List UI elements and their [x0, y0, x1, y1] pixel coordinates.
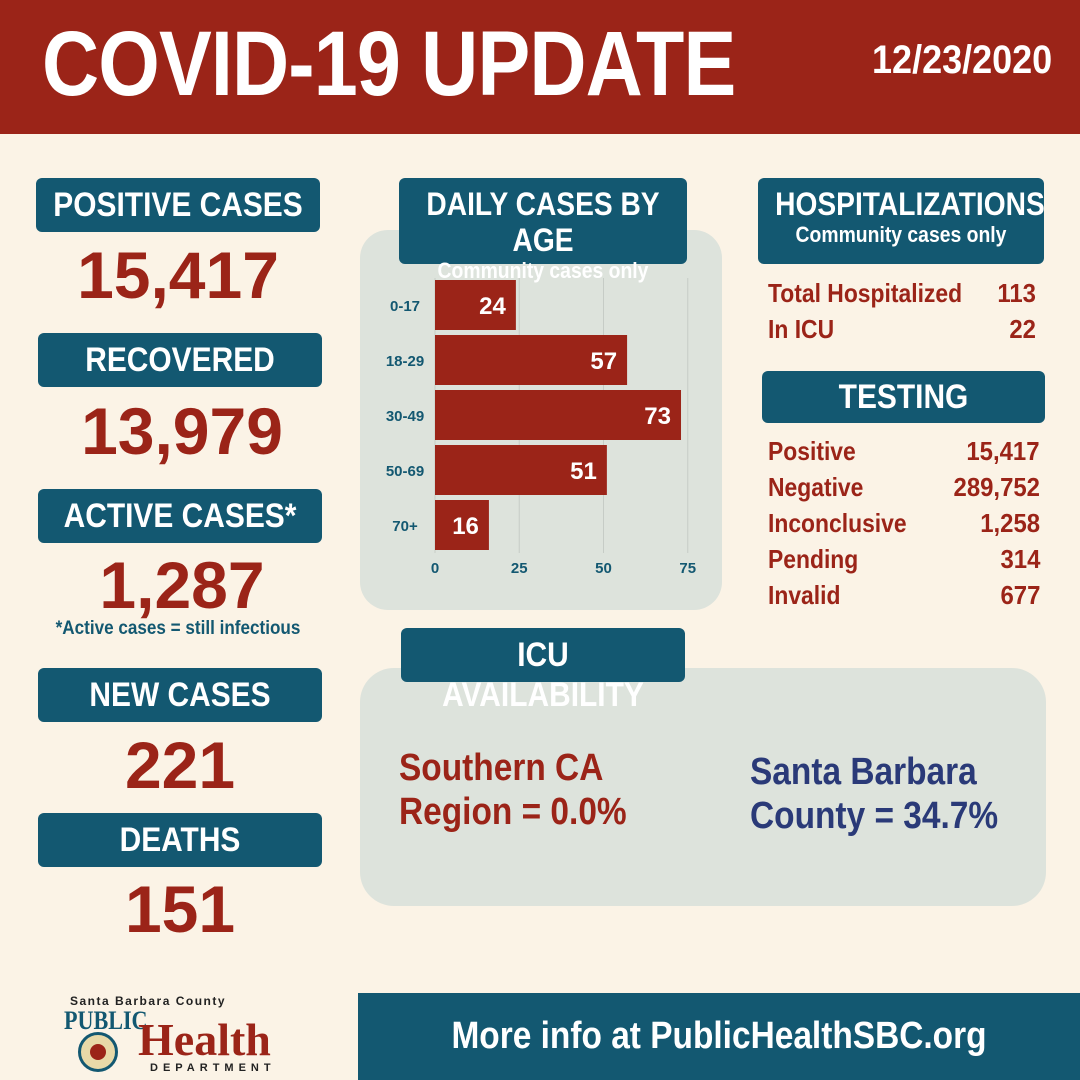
public-health-logo: Santa Barbara County PUBLIC Health DEPAR… — [64, 994, 276, 1074]
testing-pending-row: Pending 314 — [768, 544, 1040, 574]
category-label: 0-17 — [390, 298, 420, 315]
active-cases-label: ACTIVE CASES* — [38, 489, 322, 543]
hospitalizations-list: Total Hospitalized 113 In ICU 22 — [768, 275, 1036, 347]
hospitalizations-label: HOSPITALIZATIONS Community cases only — [758, 178, 1045, 264]
hospitalized-total-row: Total Hospitalized 113 — [768, 278, 1036, 308]
category-label: 30-49 — [386, 408, 424, 425]
testing-inconclusive-row: Inconclusive 1,258 — [768, 508, 1040, 538]
daily-cases-label: DAILY CASES BY AGE Community cases only — [399, 178, 687, 283]
active-cases-footnote: *Active cases = still infectious — [55, 618, 301, 639]
icu-availability-label: ICU AVAILABILITY — [401, 628, 685, 714]
page-title: COVID-19 UPDATE — [42, 13, 736, 115]
x-tick-label: 0 — [431, 560, 439, 577]
deaths-label: DEATHS — [38, 813, 322, 867]
testing-list: Positive 15,417 Negative 289,752 Inconcl… — [768, 433, 1040, 613]
testing-negative-row: Negative 289,752 — [768, 472, 1040, 502]
x-tick-label: 25 — [511, 560, 528, 577]
testing-label: TESTING — [762, 371, 1045, 423]
bar-value-label: 24 — [479, 293, 506, 320]
update-date: 12/23/2020 — [871, 38, 1052, 82]
santa-barbara-icu: Santa Barbara County = 34.7% — [750, 751, 999, 837]
new-cases-label: NEW CASES — [38, 668, 322, 722]
recovered-value: 13,979 — [81, 394, 283, 468]
x-tick-label: 75 — [679, 560, 696, 577]
bar-value-label: 16 — [452, 513, 479, 540]
footer-bar: More info at PublicHealthSBC.org — [358, 993, 1080, 1080]
county-seal-icon — [78, 1032, 118, 1072]
bar-30-49 — [435, 390, 682, 440]
category-label: 70+ — [392, 518, 418, 535]
x-tick-label: 50 — [595, 560, 612, 577]
new-cases-value: 221 — [124, 728, 236, 802]
active-cases-value: 1,287 — [99, 548, 265, 622]
icu-panel — [360, 668, 1046, 906]
bar-value-label: 51 — [570, 458, 597, 485]
testing-positive-row: Positive 15,417 — [768, 436, 1040, 466]
category-label: 50-69 — [386, 463, 424, 480]
bar-50-69 — [435, 445, 607, 495]
bar-70+ — [435, 500, 489, 550]
positive-cases-value: 15,417 — [77, 238, 279, 312]
bar-18-29 — [435, 335, 628, 385]
bar-value-label: 73 — [644, 403, 671, 430]
southern-ca-icu: Southern CA Region = 0.0% — [399, 747, 627, 833]
header-banner: COVID-19 UPDATE 12/23/2020 — [0, 0, 1080, 134]
daily-cases-bar-chart: 24 0-17 57 18-29 73 30-49 51 50-69 16 70+ 0 25 50 75 — [386, 278, 696, 577]
testing-invalid-row: Invalid 677 — [768, 580, 1040, 610]
category-label: 18-29 — [386, 353, 424, 370]
positive-cases-label: POSITIVE CASES — [36, 178, 320, 232]
hospitalized-icu-row: In ICU 22 — [768, 314, 1036, 344]
recovered-label: RECOVERED — [38, 333, 322, 387]
bar-value-label: 57 — [590, 348, 617, 375]
bar-0-17 — [435, 280, 516, 330]
more-info-link[interactable]: More info at PublicHealthSBC.org — [451, 1015, 987, 1057]
deaths-value: 151 — [124, 872, 236, 946]
